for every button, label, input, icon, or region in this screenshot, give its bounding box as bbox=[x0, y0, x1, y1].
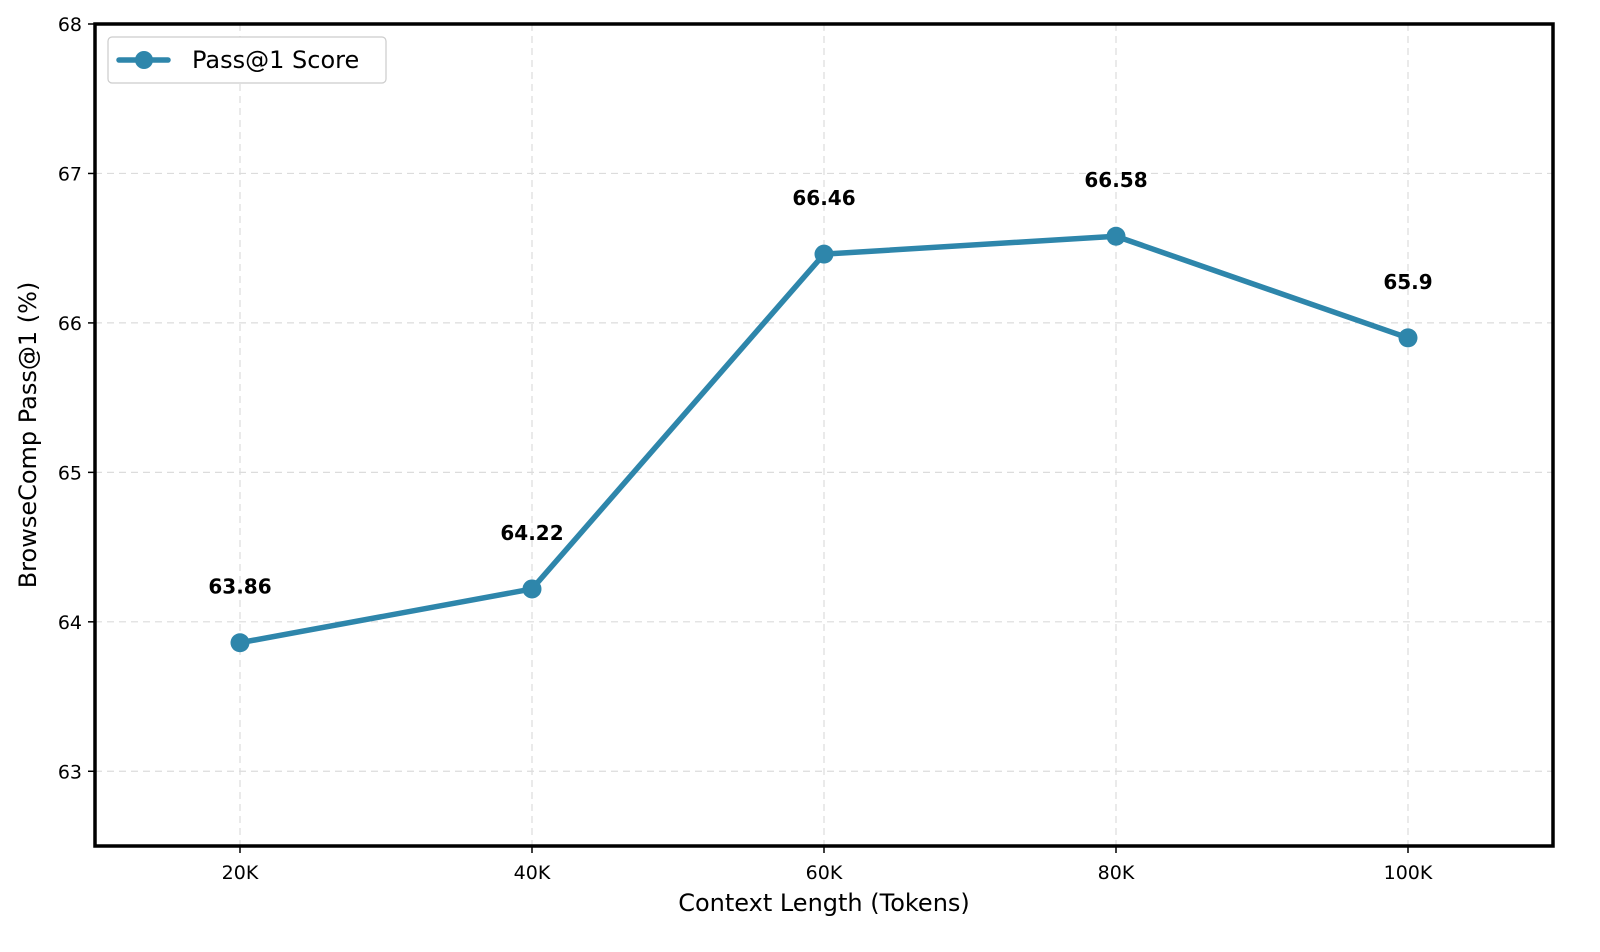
data-point bbox=[522, 579, 542, 599]
grid bbox=[95, 23, 1553, 846]
y-axis-label: BrowseComp Pass@1 (%) bbox=[14, 282, 42, 589]
data-label: 66.46 bbox=[792, 186, 855, 210]
data-label: 65.9 bbox=[1383, 270, 1432, 294]
y-tick-label: 66 bbox=[58, 313, 82, 335]
x-tick-label: 100K bbox=[1384, 862, 1433, 884]
data-label: 63.86 bbox=[208, 575, 271, 599]
legend: Pass@1 Score bbox=[107, 36, 387, 84]
data-labels: 63.86 64.22 66.46 66.58 65.9 bbox=[208, 168, 1432, 599]
x-axis-label: Context Length (Tokens) bbox=[678, 889, 970, 917]
y-axis: 63 64 65 66 67 68 bbox=[58, 14, 95, 783]
y-tick-label: 64 bbox=[58, 612, 82, 634]
data-point bbox=[230, 633, 250, 653]
y-tick-label: 67 bbox=[58, 163, 82, 185]
y-tick-label: 68 bbox=[58, 14, 82, 36]
x-tick-label: 40K bbox=[514, 862, 551, 884]
data-point bbox=[814, 244, 834, 264]
y-tick-label: 63 bbox=[58, 761, 82, 783]
data-label: 66.58 bbox=[1084, 168, 1147, 192]
x-tick-label: 20K bbox=[222, 862, 259, 884]
data-point bbox=[1398, 328, 1418, 348]
legend-box bbox=[107, 36, 387, 84]
legend-label: Pass@1 Score bbox=[192, 46, 359, 74]
x-tick-label: 80K bbox=[1098, 862, 1135, 884]
x-axis: 20K 40K 60K 80K 100K bbox=[222, 846, 1433, 884]
data-point bbox=[1106, 226, 1126, 246]
series-pass1-score bbox=[230, 226, 1418, 653]
x-tick-label: 60K bbox=[806, 862, 843, 884]
legend-marker bbox=[135, 51, 153, 69]
y-tick-label: 65 bbox=[58, 462, 82, 484]
data-label: 64.22 bbox=[500, 521, 563, 545]
